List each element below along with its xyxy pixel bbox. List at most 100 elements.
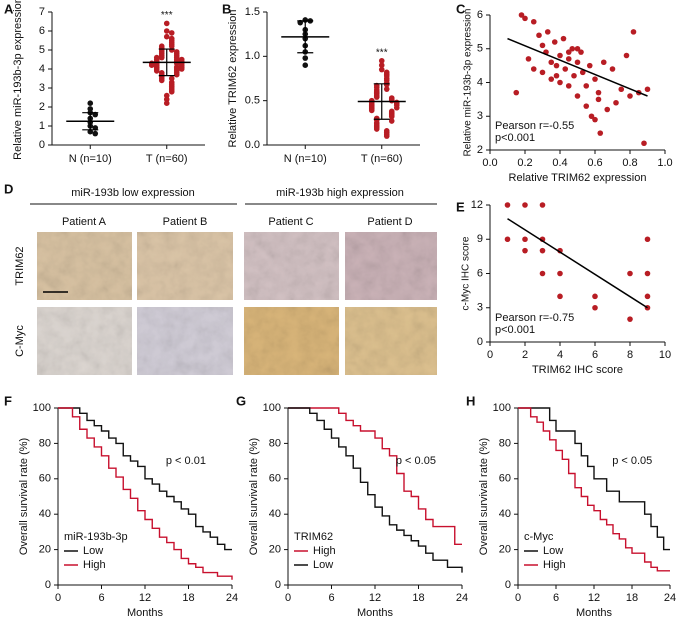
x-tick-label: 24: [456, 592, 468, 604]
point: [536, 32, 542, 39]
legend-label: High: [83, 559, 106, 571]
y-tick-label: 40: [269, 508, 281, 520]
x-tick-label: 0.4: [552, 157, 567, 169]
panel-letter: A: [4, 1, 14, 16]
x-axis-label: Months: [576, 607, 613, 619]
ihc-texture: [37, 307, 132, 375]
y-tick-label: 60: [269, 473, 281, 485]
p-value: p < 0.05: [612, 455, 652, 467]
x-tick-label: 24: [226, 592, 238, 604]
dot: [378, 66, 385, 73]
legend-title: miR-193b-3p: [64, 531, 128, 543]
x-tick-label: 18: [412, 592, 424, 604]
row-label: C-Myc: [14, 325, 26, 357]
y-tick-label: 2: [39, 101, 45, 113]
point: [641, 140, 647, 147]
point: [522, 247, 528, 254]
y-tick-label: 20: [269, 544, 281, 556]
y-tick-label: 100: [493, 402, 511, 414]
dot: [393, 104, 400, 111]
panel-letter: H: [466, 393, 475, 408]
row-label: TRIM62: [14, 246, 26, 285]
x-axis-label: Months: [357, 607, 394, 619]
y-tick-label: 2: [477, 144, 483, 156]
point: [586, 62, 593, 69]
p-value: p < 0.05: [396, 455, 436, 467]
x-tick-label: 0.6: [587, 157, 602, 169]
sd-bar: [158, 48, 175, 77]
point: [579, 69, 586, 76]
point: [644, 270, 651, 277]
significance: ***: [161, 10, 173, 21]
sd-bar: [297, 20, 314, 54]
y-tick-label: 1: [39, 120, 45, 132]
y-tick-label: 1.0: [245, 50, 260, 62]
dot: [373, 126, 380, 132]
survival-curve: [518, 407, 670, 551]
x-axis-label: TRIM62 IHC score: [532, 364, 623, 376]
survival-curve: [58, 407, 233, 580]
y-axis-label: Overall survival rate (%): [248, 438, 260, 555]
panel-letter: C: [456, 1, 466, 16]
dot: [378, 62, 385, 68]
x-tick-label: 4: [557, 349, 563, 361]
x-tick-label: 18: [182, 592, 194, 604]
group-label: miR-193b low expression: [71, 187, 195, 199]
y-tick-label: 6: [477, 267, 483, 279]
y-tick-label: 0.0: [245, 139, 260, 151]
y-tick-label: 100: [263, 402, 281, 414]
point: [513, 89, 520, 96]
y-tick-label: 6: [39, 25, 45, 37]
point: [560, 35, 567, 42]
point: [578, 49, 584, 55]
dot: [163, 100, 170, 106]
stat-label: Pearson r=-0.55: [495, 120, 574, 132]
point: [553, 72, 560, 79]
point: [539, 270, 546, 277]
point: [613, 99, 619, 106]
x-tick-label: 0: [285, 592, 291, 604]
dot: [388, 97, 395, 104]
legend-title: c-Myc: [524, 531, 554, 543]
point: [557, 293, 563, 300]
point: [522, 236, 528, 243]
dot: [388, 118, 395, 124]
legend-label: Low: [313, 559, 333, 571]
point: [522, 15, 528, 22]
point: [551, 39, 558, 45]
point: [539, 247, 546, 254]
point: [583, 83, 590, 89]
dot: [163, 33, 170, 40]
x-axis-label: Relative TRIM62 expression: [509, 172, 647, 184]
y-tick-label: 100: [33, 402, 51, 414]
dot: [158, 54, 165, 61]
point: [644, 293, 651, 300]
x-tick-label: 6: [328, 592, 334, 604]
y-tick-label: 9: [477, 233, 483, 245]
panel-letter: G: [236, 393, 246, 408]
ihc-texture: [137, 232, 233, 300]
point: [644, 86, 651, 93]
ihc-texture: [345, 232, 437, 300]
y-tick-label: 0: [45, 579, 51, 591]
point: [627, 93, 633, 99]
ihc-texture: [244, 307, 339, 375]
legend-title: TRIM62: [294, 531, 333, 543]
point: [530, 66, 537, 72]
dot: [302, 55, 309, 61]
y-tick-label: 3: [477, 302, 483, 314]
legend-label: High: [543, 559, 566, 571]
x-tick-label: 2: [522, 349, 528, 361]
point: [548, 76, 555, 82]
dot: [168, 89, 175, 95]
dot: [178, 66, 185, 72]
x-axis-label: Months: [127, 607, 164, 619]
survival-curve: [58, 407, 232, 551]
y-tick-label: 80: [269, 437, 281, 449]
stat-label: p<0.001: [495, 132, 535, 144]
x-tick-label: 0.8: [622, 157, 637, 169]
ihc-texture: [137, 307, 233, 375]
x-tick-label: T (n=60): [146, 153, 188, 165]
point: [557, 79, 563, 86]
x-tick-label: 0.2: [517, 157, 532, 169]
